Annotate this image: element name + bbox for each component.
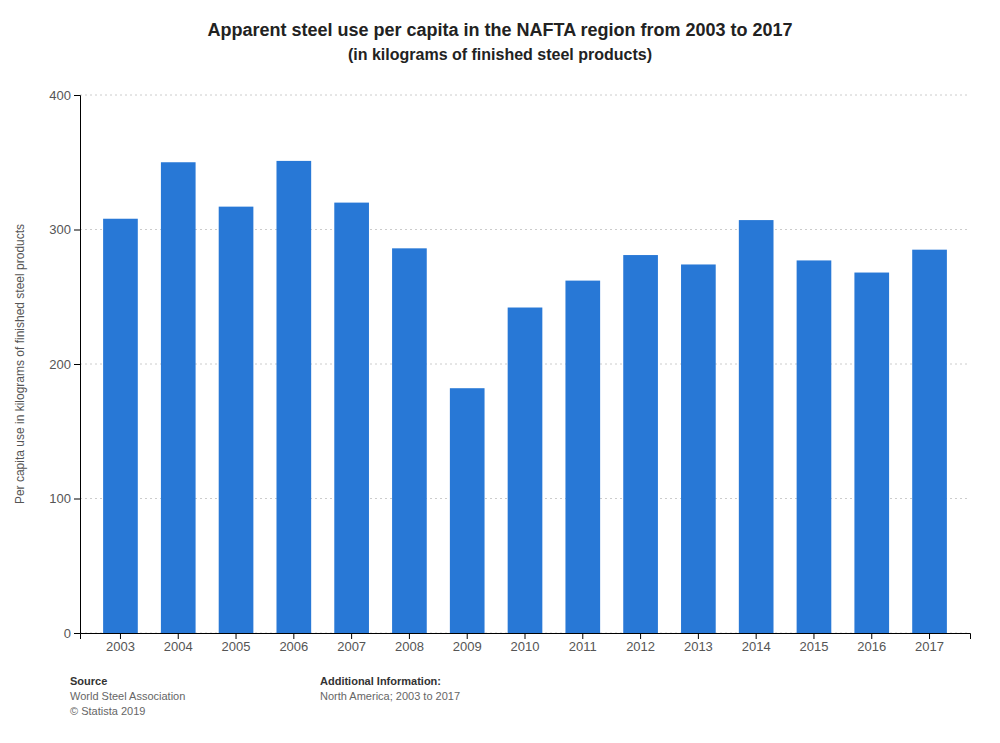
bar xyxy=(392,248,427,633)
x-tick-label: 2006 xyxy=(279,639,308,654)
y-tick: 100 xyxy=(49,491,80,506)
footer-text: World Steel Association xyxy=(70,690,185,702)
x-tick-label: 2015 xyxy=(800,639,829,654)
x-tick-mark xyxy=(525,633,526,639)
footer-text: © Statista 2019 xyxy=(70,705,145,717)
footer: Source World Steel Association © Statista … xyxy=(70,675,460,717)
x-tick-label: 2005 xyxy=(222,639,251,654)
x-axis-line xyxy=(81,634,971,640)
x-tick-label: 2004 xyxy=(164,639,193,654)
y-tick: 0 xyxy=(64,626,80,641)
y-tick: 400 xyxy=(49,88,80,103)
x-tick-mark xyxy=(236,633,237,639)
chart-svg: Apparent steel use per capita in the NAF… xyxy=(0,0,1000,743)
grid-line xyxy=(80,95,970,96)
x-tick: 2007 xyxy=(337,633,366,654)
x-tick-label: 2010 xyxy=(511,639,540,654)
bar xyxy=(334,203,369,633)
x-tick-label: 2014 xyxy=(742,639,771,654)
footer-label: Additional Information: xyxy=(320,675,441,687)
bar xyxy=(450,388,485,633)
x-tick: 2011 xyxy=(569,633,597,654)
x-tick-mark xyxy=(813,633,814,639)
x-tick: 2015 xyxy=(800,633,829,654)
x-tick-mark xyxy=(929,633,930,639)
bar xyxy=(797,260,832,633)
y-tick-label: 100 xyxy=(49,491,71,506)
x-tick: 2004 xyxy=(164,633,193,654)
x-tick-mark xyxy=(178,633,179,639)
y-tick-label: 400 xyxy=(49,88,71,103)
bar xyxy=(912,250,947,633)
x-tick: 2006 xyxy=(279,633,308,654)
y-axis-line xyxy=(74,96,81,634)
x-tick: 2014 xyxy=(742,633,771,654)
x-tick-label: 2007 xyxy=(337,639,366,654)
bar xyxy=(854,273,889,633)
footer-text: North America; 2003 to 2017 xyxy=(320,690,460,702)
x-tick: 2005 xyxy=(222,633,251,654)
bar xyxy=(739,220,774,633)
chart-container: Apparent steel use per capita in the NAF… xyxy=(0,0,1000,743)
x-tick-label: 2011 xyxy=(569,639,597,654)
bar xyxy=(276,161,311,633)
x-tick-label: 2016 xyxy=(857,639,886,654)
x-tick-mark xyxy=(640,633,641,639)
x-tick-mark xyxy=(467,633,468,639)
y-axis-title: Per capita use in kilograms of finished … xyxy=(13,224,27,504)
bar xyxy=(623,255,658,633)
x-tick-mark xyxy=(120,633,121,639)
grid xyxy=(80,95,970,633)
y-tick-mark xyxy=(74,633,80,634)
x-tick-mark xyxy=(409,633,410,639)
bar xyxy=(161,162,196,633)
x-tick: 2010 xyxy=(511,633,540,654)
x-tick-mark xyxy=(871,633,872,639)
y-tick-mark xyxy=(74,230,80,231)
y-tick-label: 0 xyxy=(64,626,71,641)
x-tick-mark xyxy=(756,633,757,639)
y-tick: 200 xyxy=(49,357,80,372)
y-tick-mark xyxy=(74,95,80,96)
x-axis: 2003 2004 2005 2006 2007 2008 2009 2010 2011 2012… xyxy=(81,633,971,654)
x-tick-mark xyxy=(698,633,699,639)
x-tick: 2013 xyxy=(684,633,713,654)
bar xyxy=(565,281,600,633)
x-tick-label: 2013 xyxy=(684,639,713,654)
x-tick-mark xyxy=(351,633,352,639)
x-tick: 2016 xyxy=(857,633,886,654)
x-tick: 2017 xyxy=(915,633,944,654)
y-tick-mark xyxy=(74,364,80,365)
title: Apparent steel use per capita in the NAF… xyxy=(207,20,792,40)
x-tick: 2008 xyxy=(395,633,424,654)
plot-area: 2003 2004 2005 2006 2007 2008 2009 2010 2011 2012… xyxy=(49,88,970,655)
x-tick-label: 2012 xyxy=(626,639,655,654)
x-tick-label: 2008 xyxy=(395,639,424,654)
x-tick-label: 2009 xyxy=(453,639,482,654)
subtitle: (in kilograms of finished steel products… xyxy=(348,46,652,63)
bars xyxy=(103,161,947,633)
y-tick: 300 xyxy=(49,222,80,237)
y-axis: 0 100 200 300 400 xyxy=(49,88,80,641)
bar xyxy=(219,207,254,633)
x-tick: 2012 xyxy=(626,633,655,654)
x-tick-label: 2003 xyxy=(106,639,135,654)
y-tick-label: 200 xyxy=(49,357,71,372)
bar xyxy=(681,264,716,633)
grid-line xyxy=(80,229,970,230)
x-tick: 2003 xyxy=(106,633,135,654)
x-tick-mark xyxy=(582,633,583,639)
footer-label: Source xyxy=(70,675,107,687)
bar xyxy=(508,308,543,633)
x-tick-mark xyxy=(293,633,294,639)
y-tick-label: 300 xyxy=(49,222,71,237)
y-tick-mark xyxy=(74,499,80,500)
x-tick: 2009 xyxy=(453,633,482,654)
bar xyxy=(103,219,138,633)
x-tick-label: 2017 xyxy=(915,639,944,654)
